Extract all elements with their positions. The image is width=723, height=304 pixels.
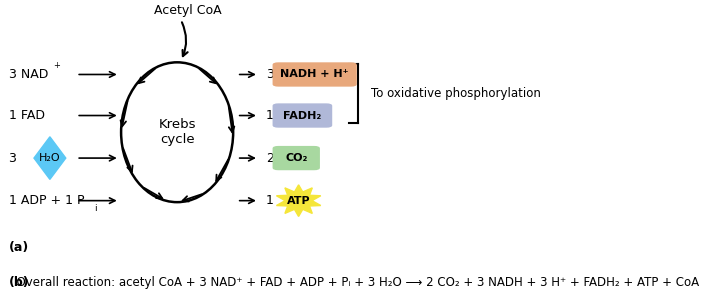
Text: 2: 2 (266, 152, 274, 164)
Text: H₂O: H₂O (39, 153, 61, 163)
Text: To oxidative phosphorylation: To oxidative phosphorylation (371, 87, 541, 100)
FancyBboxPatch shape (273, 146, 320, 170)
FancyBboxPatch shape (273, 62, 357, 87)
Text: 3: 3 (266, 68, 274, 81)
Text: (a): (a) (9, 241, 29, 254)
Polygon shape (34, 137, 66, 179)
Text: 3: 3 (9, 152, 20, 164)
Text: ATP: ATP (287, 196, 310, 206)
Text: 1 ADP + 1 P: 1 ADP + 1 P (9, 194, 84, 207)
Text: +: + (54, 61, 61, 70)
FancyBboxPatch shape (273, 103, 333, 128)
Text: Acetyl CoA: Acetyl CoA (154, 4, 222, 17)
Polygon shape (276, 185, 321, 216)
Text: 1 FAD: 1 FAD (9, 109, 45, 122)
Text: 1: 1 (266, 194, 274, 207)
Text: CO₂: CO₂ (285, 153, 307, 163)
Text: Overall reaction: acetyl CoA + 3 NAD⁺ + FAD + ADP + Pᵢ + 3 H₂O ⟶ 2 CO₂ + 3 NADH : Overall reaction: acetyl CoA + 3 NAD⁺ + … (9, 276, 699, 289)
Text: (b): (b) (9, 276, 30, 289)
Text: i: i (94, 204, 97, 213)
Text: NADH + H⁺: NADH + H⁺ (281, 70, 349, 79)
Text: 3 NAD: 3 NAD (9, 68, 48, 81)
Text: Krebs
cycle: Krebs cycle (158, 118, 196, 146)
Text: FADH₂: FADH₂ (283, 111, 322, 120)
Text: 1: 1 (266, 109, 274, 122)
